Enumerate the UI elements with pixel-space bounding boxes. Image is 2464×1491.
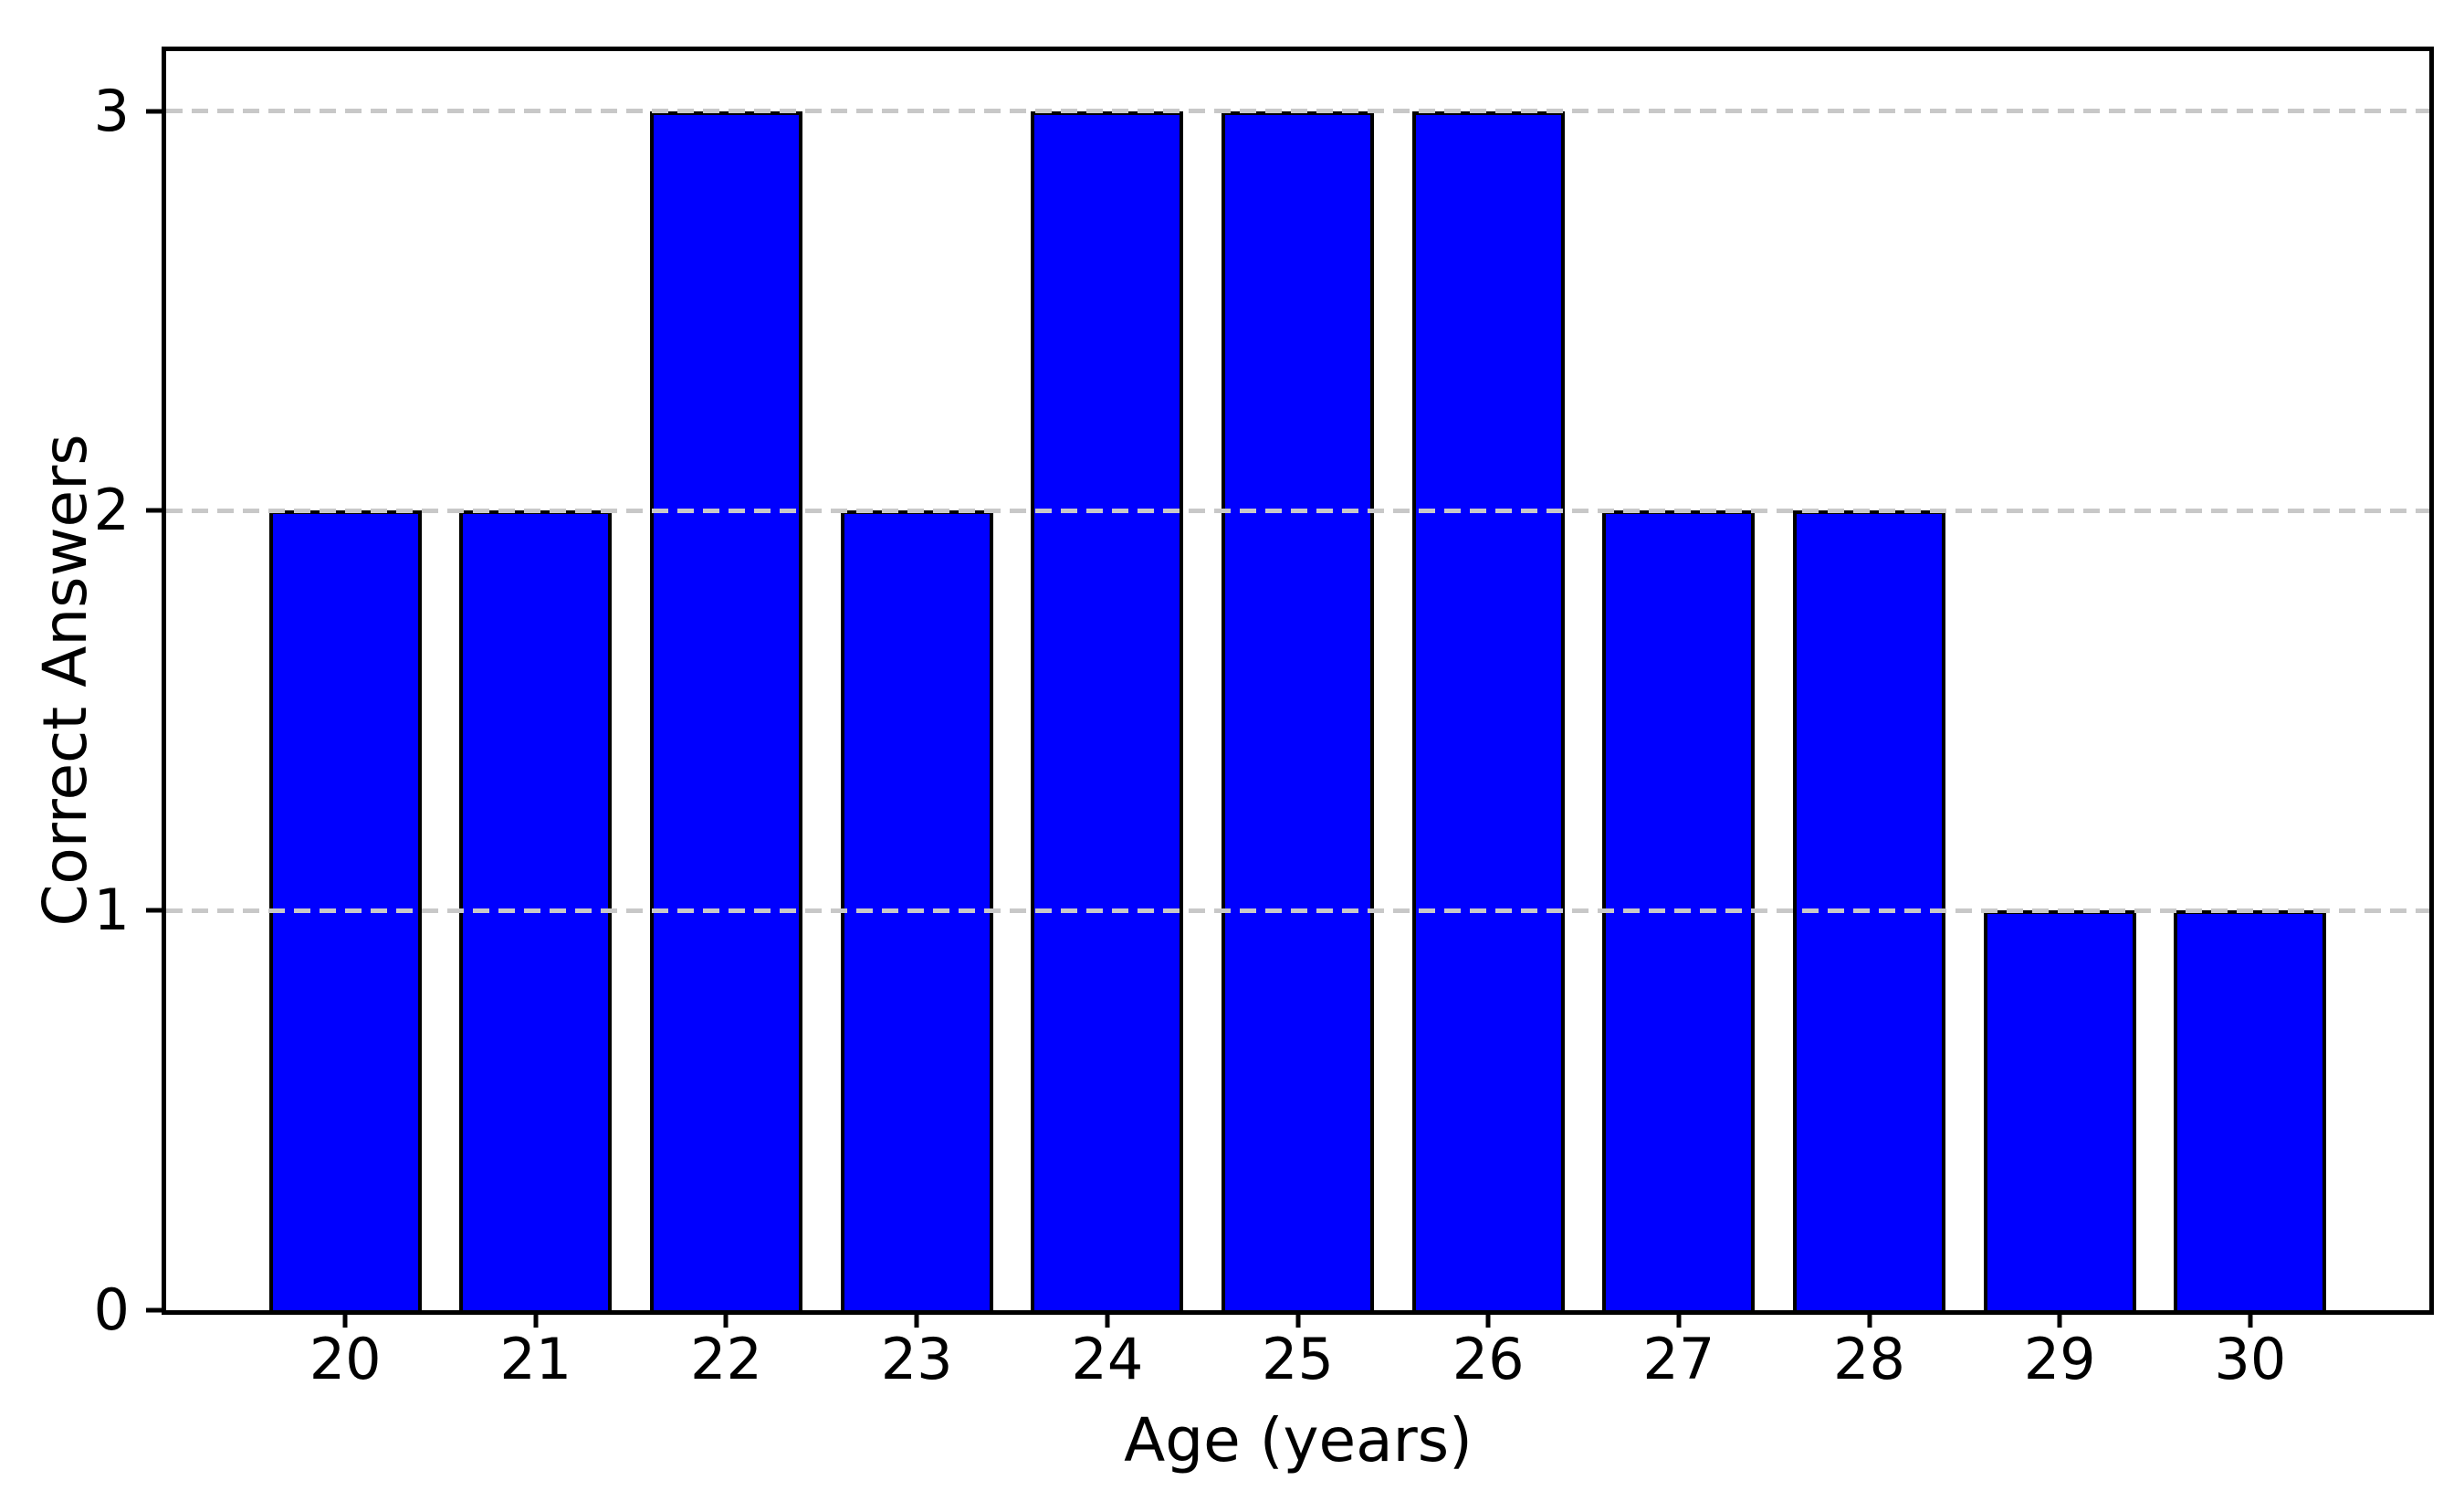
y-tick-label-1: 1: [93, 877, 130, 944]
x-tick-label-26: 26: [1452, 1326, 1525, 1392]
y-tick-mark-3: [146, 109, 162, 114]
bar-age-23: [840, 510, 993, 1310]
x-tick-mark-22: [723, 1315, 729, 1328]
x-tick-label-23: 23: [880, 1326, 953, 1392]
bar-age-22: [650, 110, 802, 1310]
bar-age-21: [459, 510, 613, 1310]
x-tick-label-25: 25: [1262, 1326, 1334, 1392]
x-axis-tick-marks: [166, 1315, 2429, 1328]
x-tick-label-28: 28: [1833, 1326, 1905, 1392]
y-tick-mark-1: [146, 908, 162, 913]
x-tick-label-21: 21: [499, 1326, 572, 1392]
y-tick-mark-0: [146, 1307, 162, 1313]
x-axis-tick-labels: 20 21 22 23 24 25 26 27 28 29 30: [166, 1331, 2429, 1395]
y-tick-label-3: 3: [93, 77, 130, 144]
bar-age-29: [1983, 910, 2136, 1310]
x-tick-mark-30: [2248, 1315, 2253, 1328]
bar-age-20: [268, 510, 422, 1310]
y-axis-tick-marks: [146, 51, 162, 1313]
x-tick-mark-20: [342, 1315, 348, 1328]
x-tick-mark-29: [2057, 1315, 2062, 1328]
bar-age-30: [2174, 910, 2327, 1310]
x-tick-label-29: 29: [2023, 1326, 2096, 1392]
x-tick-mark-28: [1867, 1315, 1872, 1328]
x-tick-mark-25: [1295, 1315, 1300, 1328]
x-tick-mark-21: [533, 1315, 539, 1328]
bar-age-24: [1031, 110, 1184, 1310]
x-tick-mark-24: [1105, 1315, 1110, 1328]
x-tick-mark-23: [914, 1315, 919, 1328]
x-axis-label: Age (years): [1124, 1405, 1473, 1475]
plot-area: [162, 47, 2434, 1315]
x-tick-label-20: 20: [309, 1326, 382, 1392]
bar-age-27: [1602, 510, 1756, 1310]
y-tick-label-0: 0: [93, 1276, 130, 1343]
x-tick-mark-27: [1676, 1315, 1682, 1328]
x-tick-label-27: 27: [1642, 1326, 1715, 1392]
x-tick-label-22: 22: [690, 1326, 762, 1392]
x-tick-label-24: 24: [1071, 1326, 1144, 1392]
x-tick-label-30: 30: [2214, 1326, 2287, 1392]
bar-age-26: [1411, 110, 1565, 1310]
x-tick-mark-26: [1485, 1315, 1491, 1328]
plot-inner-area: [166, 51, 2429, 1310]
y-tick-label-2: 2: [93, 477, 130, 544]
bar-age-28: [1793, 510, 1945, 1310]
bar-age-25: [1222, 110, 1374, 1310]
y-tick-mark-2: [146, 508, 162, 513]
